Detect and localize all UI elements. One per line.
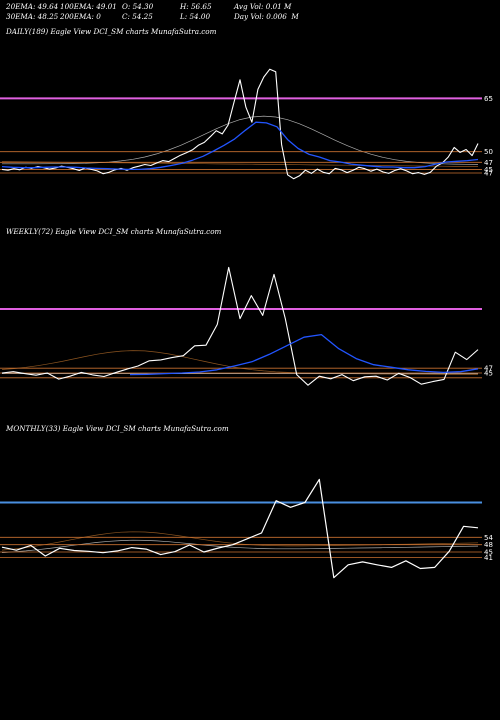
daily-chart-title: DAILY(189) Eagle View DCI_SM charts Muna… (6, 27, 217, 36)
stat-20ema: 20EMA: 49.64 (6, 2, 59, 11)
daily-level-label-4: 45 (484, 166, 493, 174)
monthly-series-price-line (1, 478, 479, 579)
stat-avg-vol: Avg Vol: 0.01 M (234, 2, 292, 11)
stat-open: O: 54.30 (122, 2, 154, 11)
weekly-level-label-2: 47 (484, 365, 493, 373)
monthly-level-label-2: 54 (484, 534, 493, 542)
weekly-average-line-1 (1, 350, 479, 375)
monthly-level-label-4: 45 (484, 549, 493, 557)
stat-30ema: 30EMA: 48.25 (6, 12, 59, 21)
daily-level-label-5: 47 (484, 170, 493, 178)
daily-level-label-3: 47 (484, 159, 493, 167)
weekly-level-label-3: 45 (484, 370, 493, 378)
stat-100ema: 100EMA: 49.01 (60, 2, 117, 11)
weekly-series-price-line (1, 266, 479, 386)
monthly-level-label-3: 48 (484, 541, 493, 549)
stats-header: 20EMA: 49.64 100EMA: 49.01 O: 54.30 H: 56.6… (6, 2, 299, 22)
stat-low: L: 54.00 (180, 12, 211, 21)
weekly-series-ema-line (129, 333, 479, 376)
monthly-chart-title: MONTHLY(33) Eagle View DCI_SM charts Mun… (6, 424, 229, 433)
stat-200ema: 200EMA: 0 (60, 12, 101, 21)
stat-close: C: 54.25 (122, 12, 153, 21)
stat-high: H: 56.65 (180, 2, 212, 11)
stat-day-vol: Day Vol: 0.006 M (234, 12, 299, 21)
daily-series-price-line (1, 68, 479, 180)
daily-level-label-2: 50 (484, 148, 493, 156)
weekly-chart-title: WEEKLY(72) Eagle View DCI_SM charts Muna… (6, 227, 222, 236)
daily-series-ema-line (1, 121, 479, 171)
daily-average-line-2 (2, 115, 479, 165)
daily-level-label-1: 65 (484, 95, 493, 103)
monthly-level-label-5: 41 (484, 554, 493, 562)
